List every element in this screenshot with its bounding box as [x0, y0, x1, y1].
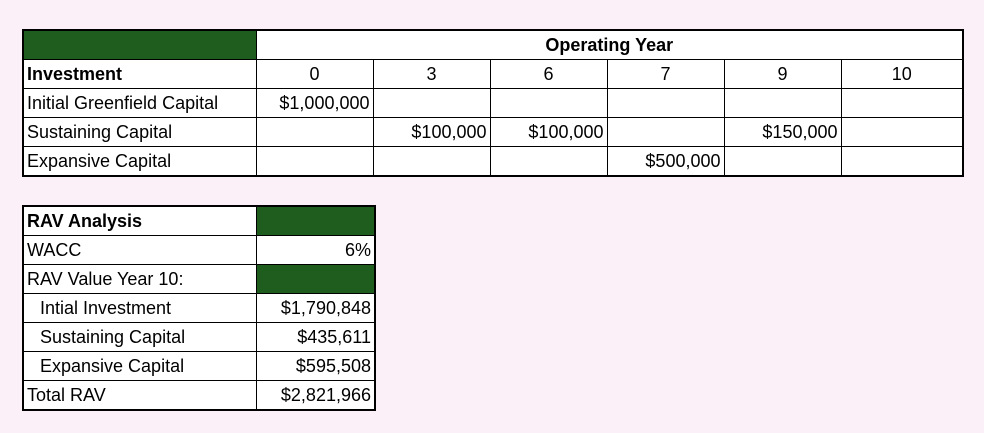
total-label: Total RAV [22, 380, 257, 411]
wacc-row: WACC 6% [22, 235, 376, 265]
year-cell: 3 [372, 59, 491, 89]
table-row: Initial Greenfield Capital $1,000,000 [22, 88, 964, 118]
row-label: Intial Investment [22, 293, 257, 323]
total-value: $2,821,966 [255, 380, 376, 411]
value-cell [723, 146, 842, 177]
investment-table: Operating Year Investment 0 3 6 7 9 10 I… [22, 29, 965, 177]
value-cell: $1,000,000 [255, 88, 374, 118]
table-row: Intial Investment $1,790,848 [22, 293, 376, 323]
table-row: Sustaining Capital $100,000 $100,000 $15… [22, 117, 964, 147]
operating-year-title: Operating Year [255, 29, 964, 60]
operating-year-header-row: Operating Year [22, 29, 964, 60]
year-cell: 9 [723, 59, 842, 89]
value-cell [255, 117, 374, 147]
value-cell: $100,000 [372, 117, 491, 147]
total-row: Total RAV $2,821,966 [22, 380, 376, 411]
value-cell [489, 88, 608, 118]
year-cell: 10 [840, 59, 964, 89]
row-label: Expansive Capital [22, 351, 257, 381]
green-header-cell [255, 264, 376, 294]
rav-year-row: RAV Value Year 10: [22, 264, 376, 294]
value-cell [840, 146, 964, 177]
wacc-label: WACC [22, 235, 257, 265]
value-cell: $435,611 [255, 322, 376, 352]
rav-year-label: RAV Value Year 10: [22, 264, 257, 294]
year-cell: 6 [489, 59, 608, 89]
value-cell [372, 88, 491, 118]
value-cell: $1,790,848 [255, 293, 376, 323]
value-cell [255, 146, 374, 177]
year-row: Investment 0 3 6 7 9 10 [22, 59, 964, 89]
table-row: Sustaining Capital $435,611 [22, 322, 376, 352]
green-header-cell [255, 205, 376, 236]
value-cell [489, 146, 608, 177]
rav-title: RAV Analysis [22, 205, 257, 236]
value-cell: $500,000 [606, 146, 725, 177]
row-label: Initial Greenfield Capital [22, 88, 257, 118]
value-cell: $150,000 [723, 117, 842, 147]
value-cell: $100,000 [489, 117, 608, 147]
year-cell: 7 [606, 59, 725, 89]
rav-analysis-table: RAV Analysis WACC 6% RAV Value Year 10: … [22, 205, 376, 411]
green-header-cell [22, 29, 257, 60]
year-cell: 0 [255, 59, 374, 89]
rav-title-row: RAV Analysis [22, 205, 376, 236]
row-label: Sustaining Capital [22, 117, 257, 147]
value-cell: $595,508 [255, 351, 376, 381]
table-row: Expansive Capital $500,000 [22, 146, 964, 177]
value-cell [840, 117, 964, 147]
wacc-value: 6% [255, 235, 376, 265]
value-cell [840, 88, 964, 118]
investment-label: Investment [22, 59, 257, 89]
row-label: Expansive Capital [22, 146, 257, 177]
value-cell [606, 88, 725, 118]
row-label: Sustaining Capital [22, 322, 257, 352]
value-cell [606, 117, 725, 147]
value-cell [372, 146, 491, 177]
table-row: Expansive Capital $595,508 [22, 351, 376, 381]
value-cell [723, 88, 842, 118]
